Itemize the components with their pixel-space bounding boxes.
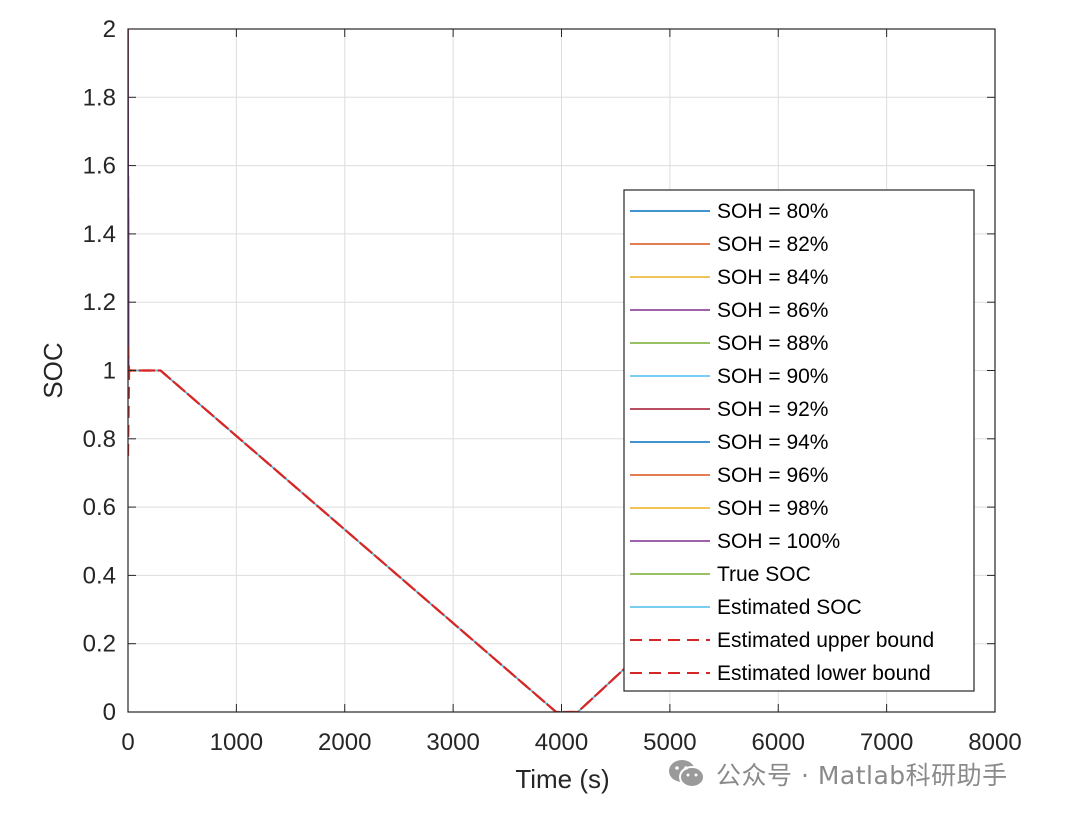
watermark-text: 公众号 · Matlab科研助手 bbox=[716, 761, 1008, 790]
legend-label: SOH = 90% bbox=[717, 365, 828, 388]
legend-label: SOH = 82% bbox=[717, 233, 828, 256]
x-tick-label: 3000 bbox=[426, 729, 479, 756]
y-tick-label: 1.6 bbox=[83, 153, 116, 180]
legend-label: SOH = 86% bbox=[717, 299, 828, 322]
y-tick-label: 0 bbox=[103, 699, 116, 726]
series-line-14 bbox=[128, 346, 671, 712]
watermark: 公众号 · Matlab科研助手 bbox=[668, 754, 1008, 794]
legend-label: SOH = 84% bbox=[717, 266, 828, 289]
x-axis-label: Time (s) bbox=[515, 764, 609, 794]
tick-marks bbox=[127, 28, 996, 713]
legend-label: SOH = 80% bbox=[717, 200, 828, 223]
series-line-12 bbox=[128, 369, 671, 712]
x-tick-labels: 0 1000 2000 3000 4000 5000 6000 7000 8000 bbox=[121, 729, 1021, 756]
y-tick-label: 0.6 bbox=[83, 494, 116, 521]
y-tick-label: 1.4 bbox=[83, 221, 116, 248]
legend-label: SOH = 88% bbox=[717, 332, 828, 355]
x-tick-label: 6000 bbox=[752, 729, 805, 756]
legend-label: Estimated upper bound bbox=[717, 629, 934, 652]
legend-label: SOH = 98% bbox=[717, 497, 828, 520]
y-tick-label: 0.2 bbox=[83, 631, 116, 658]
x-tick-label: 0 bbox=[121, 729, 134, 756]
x-tick-label: 2000 bbox=[318, 729, 371, 756]
y-tick-label: 2 bbox=[103, 16, 116, 43]
y-tick-label: 1.8 bbox=[83, 84, 116, 111]
wechat-icon bbox=[669, 760, 705, 788]
legend: SOH = 80% SOH = 82% SOH = 84% SOH = 86% SOH … bbox=[623, 189, 975, 692]
y-tick-label: 1 bbox=[103, 358, 116, 385]
y-axis-label: SOC bbox=[38, 342, 68, 398]
y-tick-label: 1.2 bbox=[83, 289, 116, 316]
x-tick-label: 1000 bbox=[210, 729, 263, 756]
y-tick-labels: 0 0.2 0.4 0.6 0.8 1 1.2 1.4 1.6 1.8 2 bbox=[83, 16, 116, 726]
series-line-15 bbox=[128, 369, 671, 712]
legend-label: SOH = 100% bbox=[717, 530, 840, 553]
legend-label: SOH = 96% bbox=[717, 464, 828, 487]
x-tick-label: 4000 bbox=[535, 729, 588, 756]
legend-label: Estimated lower bound bbox=[717, 662, 931, 685]
legend-label: Estimated SOC bbox=[717, 596, 862, 619]
series-line-13 bbox=[128, 369, 671, 712]
y-tick-label: 0.8 bbox=[83, 426, 116, 453]
x-tick-label: 5000 bbox=[643, 729, 696, 756]
legend-label: True SOC bbox=[717, 563, 811, 586]
x-tick-label: 8000 bbox=[968, 729, 1021, 756]
legend-label: SOH = 94% bbox=[717, 431, 828, 454]
x-tick-label: 7000 bbox=[860, 729, 913, 756]
legend-label: SOH = 92% bbox=[717, 398, 828, 421]
y-tick-label: 0.4 bbox=[83, 562, 116, 589]
